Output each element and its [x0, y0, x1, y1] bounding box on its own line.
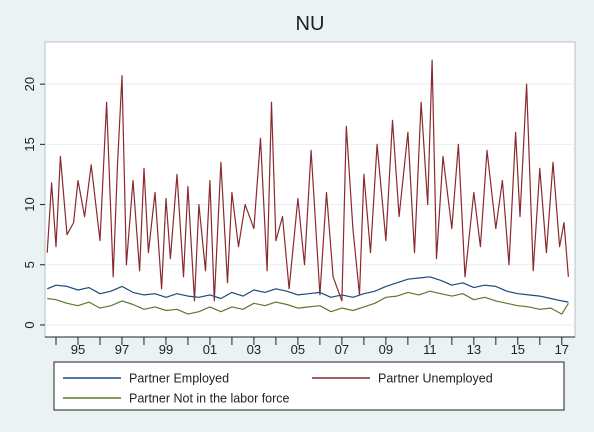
x-tick-label: 05: [291, 342, 305, 357]
x-tick-label: 95: [71, 342, 85, 357]
legend-box: [53, 361, 565, 411]
chart-title: NU: [296, 13, 325, 35]
x-tick-label: 15: [511, 342, 525, 357]
legend-label: Partner Not in the labor force: [129, 392, 290, 406]
series-line: [46, 276, 569, 303]
legend-label: Partner Employed: [129, 372, 229, 386]
x-tick-label: 17: [555, 342, 569, 357]
series-line: [47, 290, 569, 315]
y-tick-label: 10: [22, 197, 37, 211]
grid: [45, 83, 575, 326]
x-tick-label: 11: [423, 342, 437, 357]
y-tick-label: 15: [22, 137, 37, 151]
y-tick-label: 5: [22, 261, 37, 268]
y-tick-label: 0: [22, 321, 37, 328]
x-tick-label: 03: [247, 342, 261, 357]
series-group: [46, 59, 569, 315]
y-tick-label: 20: [22, 77, 37, 91]
legend: Partner Employed Partner Unemployed Partne…: [53, 361, 565, 411]
x-tick-label: 99: [159, 342, 173, 357]
x-tick-label: 09: [379, 342, 393, 357]
x-tick-label: 13: [467, 342, 481, 357]
series-line: [46, 59, 569, 302]
legend-label: Partner Unemployed: [378, 372, 493, 386]
x-tick-label: 97: [115, 342, 129, 357]
x-tick-label: 01: [203, 342, 217, 357]
x-tick-label: 07: [335, 342, 349, 357]
